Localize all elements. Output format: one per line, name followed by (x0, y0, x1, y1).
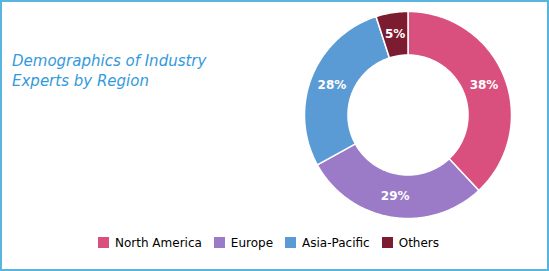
html-text:Asia-Pacific: Asia-Pacific (302, 235, 370, 250)
svg-text:38%: 38% (469, 77, 498, 91)
svg-text:28%: 28% (317, 77, 346, 91)
html-text:Demographics of Industry Exper: Demographics of Industry Experts by Regi… (12, 52, 207, 90)
svg-text:5%: 5% (385, 27, 405, 41)
html-text:North America: North America (115, 235, 202, 250)
svg-text:29%: 29% (380, 188, 409, 202)
html-text:Europe: Europe (230, 235, 274, 250)
html-text:Others: Others (398, 235, 439, 250)
